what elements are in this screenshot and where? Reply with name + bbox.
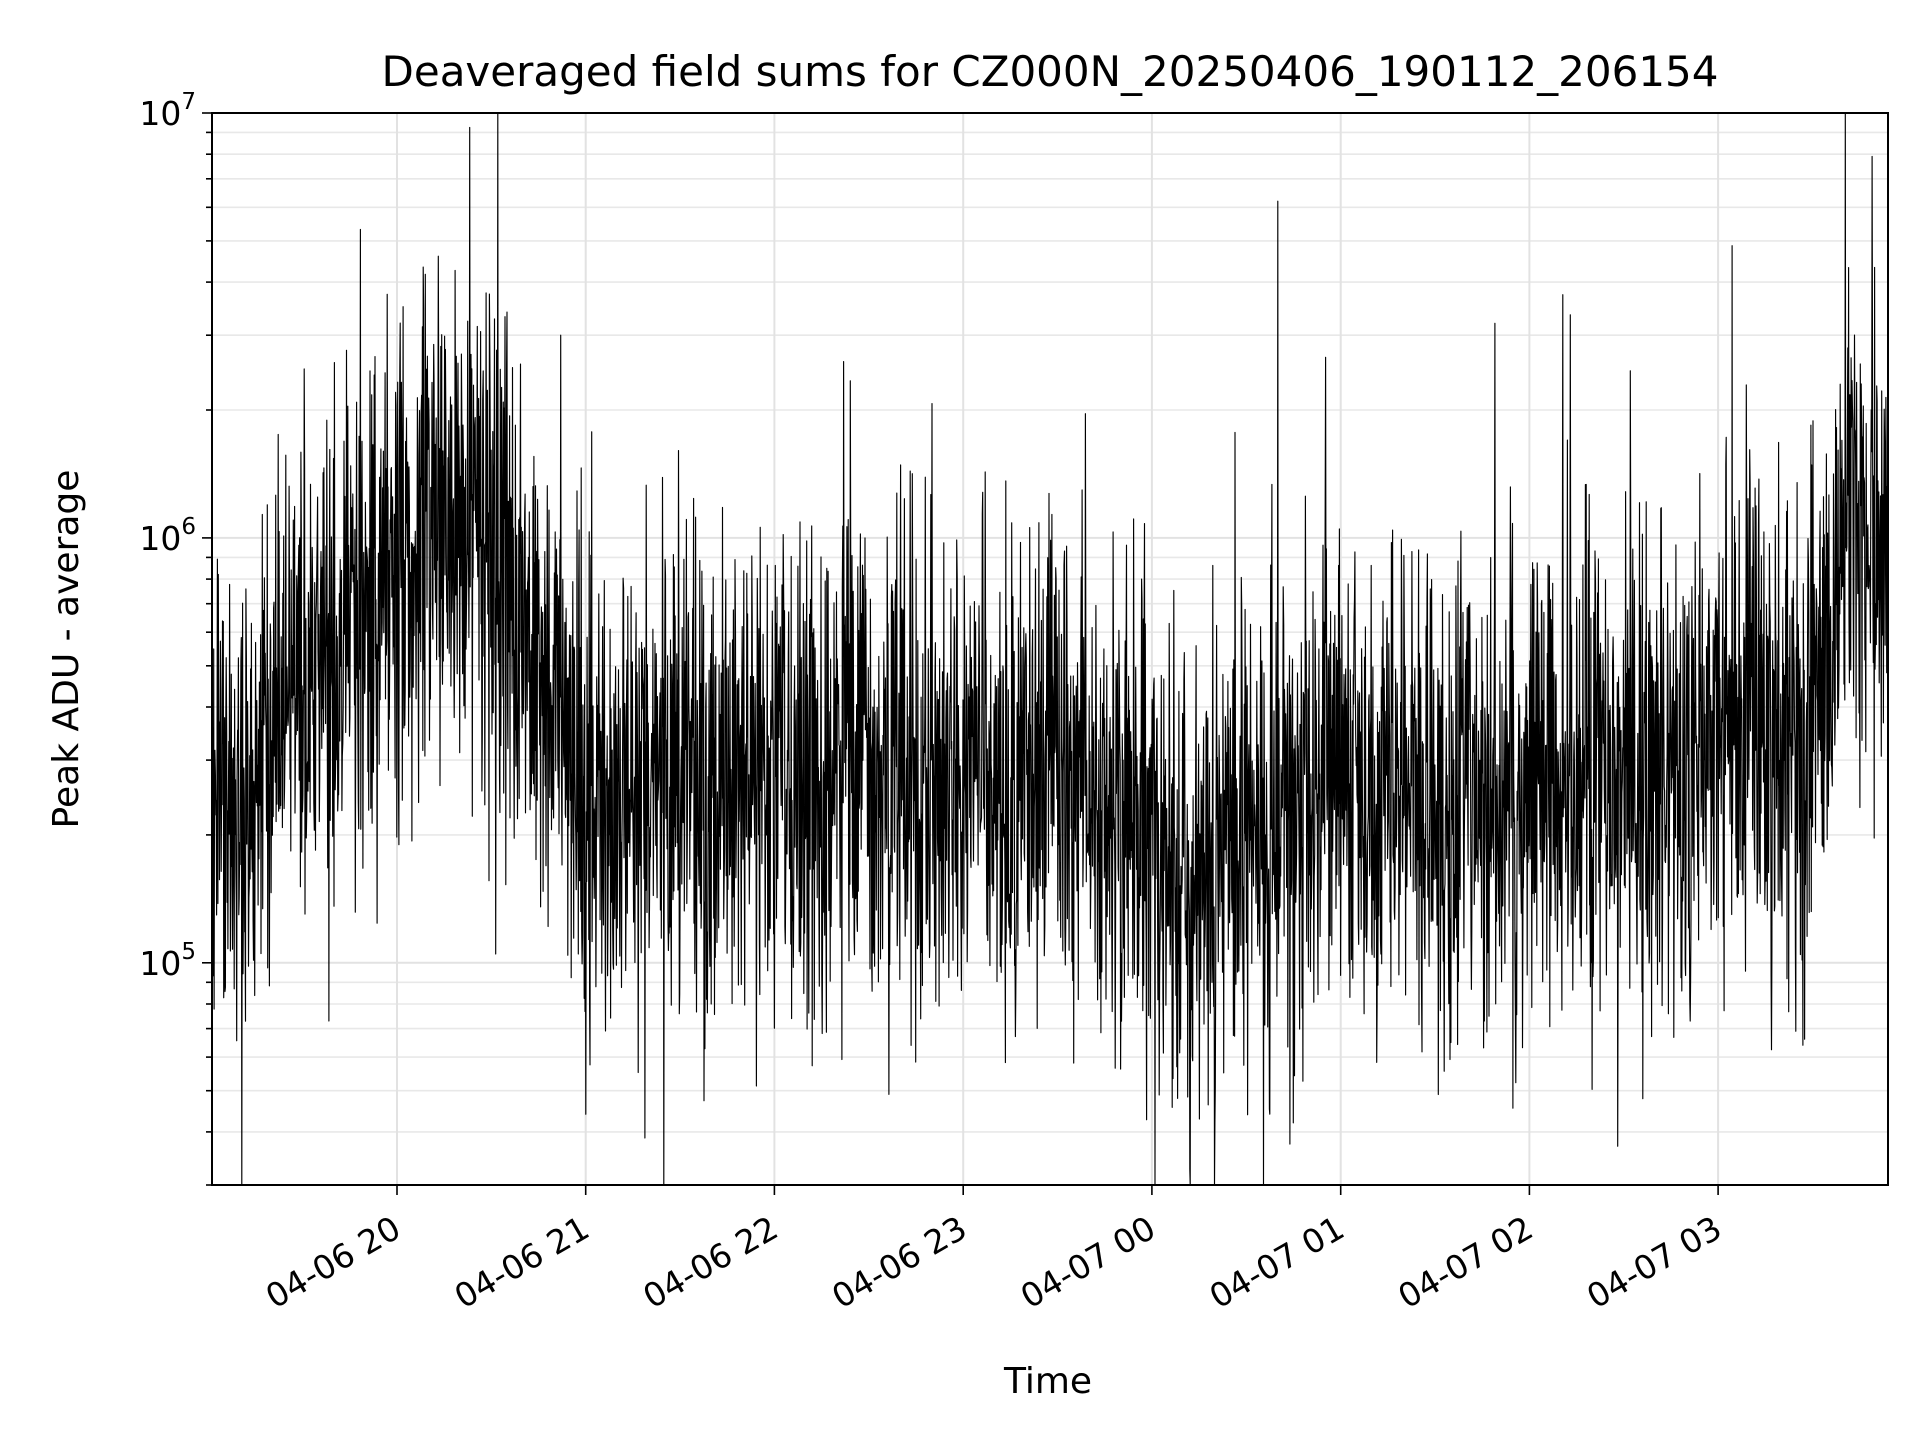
x-tick-label: 04-07 01 bbox=[1203, 1208, 1351, 1316]
x-tick-label: 04-06 23 bbox=[825, 1208, 973, 1316]
x-tick-label: 04-07 00 bbox=[1014, 1208, 1162, 1316]
plot-frame bbox=[211, 112, 1889, 1186]
y-axis-label: Peak ADU - average bbox=[46, 470, 87, 829]
y-tick-label: 105 bbox=[139, 939, 196, 983]
x-tick-label: 04-06 22 bbox=[636, 1208, 784, 1316]
series-layer bbox=[211, 112, 1889, 1186]
x-tick-label: 04-06 21 bbox=[448, 1208, 596, 1316]
y-tick-label: 107 bbox=[139, 89, 196, 133]
x-tick-label: 04-07 03 bbox=[1580, 1208, 1728, 1316]
x-axis-label: Time bbox=[1003, 1361, 1092, 1402]
x-tick-label: 04-06 20 bbox=[259, 1208, 407, 1316]
chart-title: Deaveraged field sums for CZ000N_2025040… bbox=[382, 47, 1719, 96]
x-tick-label: 04-07 02 bbox=[1391, 1208, 1539, 1316]
series-line bbox=[211, 112, 1889, 1186]
y-tick-label: 106 bbox=[139, 514, 196, 558]
